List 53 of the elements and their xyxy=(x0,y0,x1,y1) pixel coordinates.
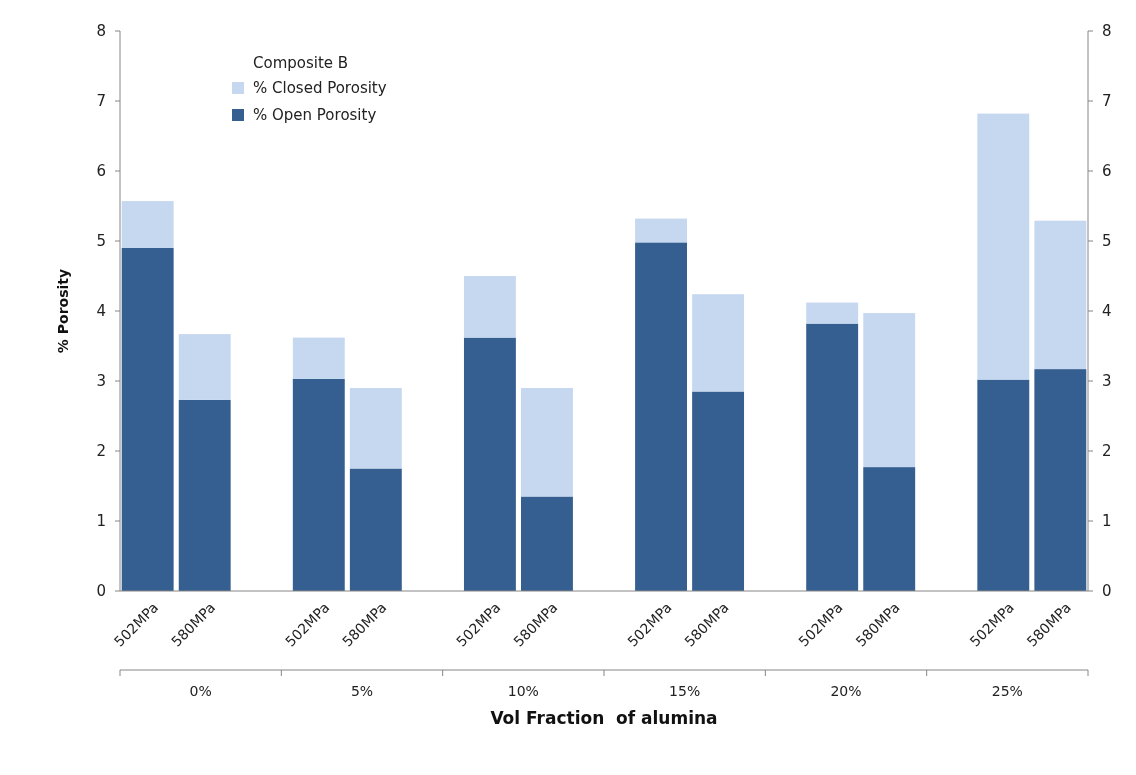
bar xyxy=(692,294,745,392)
y-tick-label: 3 xyxy=(96,372,106,391)
text: 10% xyxy=(507,683,539,699)
bar xyxy=(521,496,573,591)
bar xyxy=(1034,369,1087,591)
bar xyxy=(121,201,174,248)
text: 20% xyxy=(830,683,862,699)
text: 15% xyxy=(669,683,701,699)
bar xyxy=(349,388,402,469)
bar xyxy=(635,218,687,243)
bar xyxy=(463,276,516,338)
bar xyxy=(863,313,916,468)
legend-label: % Closed Porosity xyxy=(253,79,387,98)
bar xyxy=(1034,220,1087,370)
x-axis-title: Vol Fraction of alumina xyxy=(490,708,718,728)
y2-tick-label: 4 xyxy=(1102,302,1112,321)
y2-tick-label: 0 xyxy=(1102,582,1112,601)
bar xyxy=(463,337,516,591)
bar xyxy=(806,302,859,324)
bar xyxy=(292,337,345,379)
y2-tick-label: 2 xyxy=(1102,442,1112,461)
text: 5% xyxy=(350,683,374,699)
bar xyxy=(863,467,916,591)
y-tick-label: 8 xyxy=(96,22,106,41)
bar xyxy=(292,378,345,591)
bar xyxy=(806,323,859,591)
y-tick-label: 7 xyxy=(96,92,106,111)
y-tick-label: 2 xyxy=(96,442,106,461)
bar xyxy=(121,248,174,591)
y-tick-label: 1 xyxy=(96,512,106,531)
y-tick-label: 6 xyxy=(96,162,106,181)
bar xyxy=(521,388,573,497)
legend-label: % Open Porosity xyxy=(253,106,377,125)
y2-tick-label: 1 xyxy=(1102,512,1112,531)
bar xyxy=(178,334,231,400)
bar xyxy=(692,391,745,591)
bar xyxy=(977,379,1030,591)
y-tick-label: 5 xyxy=(96,232,106,251)
y-tick-label: 0 xyxy=(96,582,106,601)
y-tick-label: 4 xyxy=(96,302,106,321)
legend-title: Composite B xyxy=(253,54,349,72)
bar xyxy=(635,242,687,591)
text: 25% xyxy=(991,683,1023,699)
y2-tick-label: 8 xyxy=(1102,22,1112,41)
y2-tick-label: 7 xyxy=(1102,92,1112,111)
y2-tick-label: 6 xyxy=(1102,162,1112,181)
y-axis-title: % Porosity xyxy=(55,268,71,354)
y2-tick-label: 3 xyxy=(1102,372,1112,391)
y2-tick-label: 5 xyxy=(1102,232,1112,251)
bar xyxy=(178,399,231,591)
text: 0% xyxy=(189,683,212,699)
bar xyxy=(349,468,402,591)
bar xyxy=(977,113,1030,380)
